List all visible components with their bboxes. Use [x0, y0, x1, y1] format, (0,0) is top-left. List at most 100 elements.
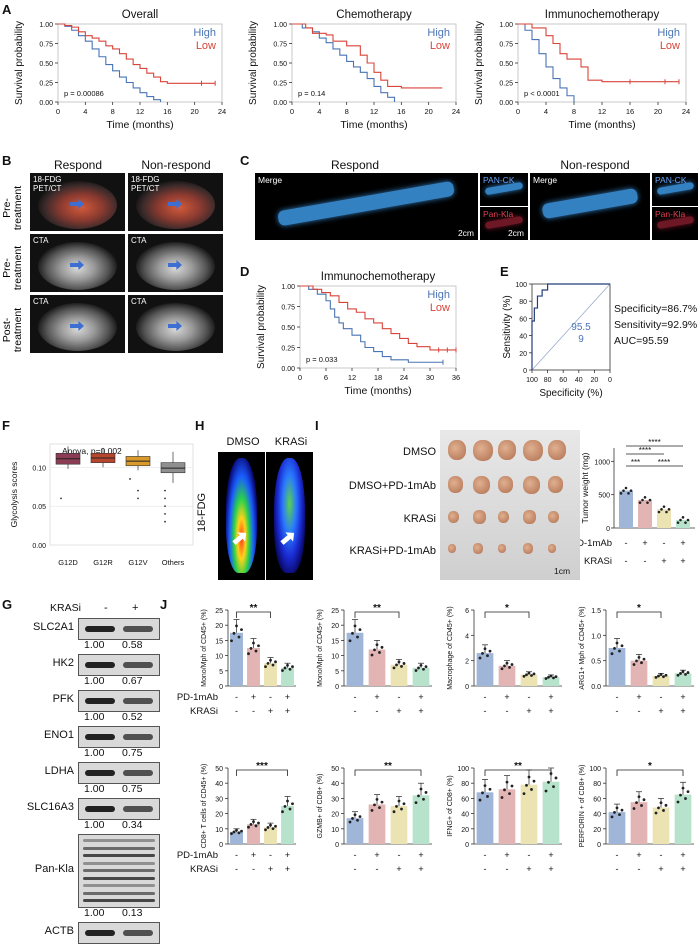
- sign-label: -: [376, 864, 379, 874]
- y-tick-label: 1000: [594, 459, 610, 466]
- x-tick-label: 100: [526, 377, 538, 384]
- x-tick-label: 0: [608, 377, 612, 384]
- krasi-header: KRASi: [50, 602, 81, 614]
- tumor-sample: [473, 439, 493, 461]
- sign-label: -: [660, 850, 663, 860]
- y-tick-label: 60: [519, 316, 527, 323]
- x-tick-label: 12: [598, 107, 606, 116]
- quant-value: 1.00: [84, 747, 105, 759]
- channel-label: PAN-CK: [483, 175, 515, 185]
- significance-label: *: [648, 761, 652, 772]
- krasi-row-label: KRASi: [190, 706, 218, 717]
- y-tick-label: 1.0: [591, 633, 601, 640]
- x-tick-label: 20: [424, 107, 432, 116]
- sign-label: -: [625, 538, 628, 548]
- protein-label: SLC16A3: [26, 801, 74, 813]
- sign-label: -: [235, 850, 238, 860]
- y-tick-label: 0.10: [32, 465, 46, 472]
- y-tick-label: 10: [215, 654, 223, 661]
- x-tick-label: 36: [452, 373, 460, 382]
- y-axis-label: PERFORIN + of CD8+ (%): [579, 765, 586, 848]
- ct-scan-image: CTA: [30, 295, 125, 353]
- panel-label-h: H: [195, 418, 205, 433]
- bar-group-3: [542, 781, 560, 844]
- channel-label: Pan-Kla: [483, 209, 514, 219]
- blot-band: [78, 834, 160, 908]
- sign-label: -: [638, 864, 641, 874]
- tumor-sample: [448, 510, 460, 523]
- panel-b-row-label: Pre-treatment: [2, 180, 24, 230]
- p-value: p = 0.033: [306, 355, 338, 364]
- bar-group-3: [674, 794, 692, 844]
- blot-band: [78, 618, 160, 640]
- sign-label: -: [528, 692, 531, 702]
- row-label-text: treatment: [12, 308, 24, 352]
- tumor-weight-bar: [619, 490, 633, 528]
- sign-label: -: [252, 864, 255, 874]
- category-label: G12D: [58, 558, 78, 567]
- bar-chart-1: 0 5 10 15 20 25 Mono/Mph of CD45+ (%) ** - + - + - - +…: [317, 603, 432, 716]
- row-label-text: Pre-: [2, 258, 13, 278]
- sign-label: -: [354, 706, 357, 716]
- pd1-row-label: PD-1mAb: [580, 538, 612, 549]
- y-tick-label: 0: [219, 842, 223, 849]
- sign-label: -: [269, 692, 272, 702]
- channel-label: Pan-Kla: [655, 209, 686, 219]
- quant-value: 1.00: [84, 711, 105, 723]
- sign-label: -: [235, 706, 238, 716]
- channel-label: PAN-CK: [655, 175, 687, 185]
- sign-label: -: [625, 556, 628, 566]
- x-tick-label: 4: [544, 107, 548, 116]
- curve-low: [518, 23, 679, 83]
- sign-label: +: [636, 850, 641, 860]
- y-tick-label: 6: [465, 608, 469, 615]
- sign-label: +: [418, 706, 423, 716]
- respond-pankla-image: Pan-Kla 2cm: [480, 207, 528, 240]
- panel-label-i: I: [315, 418, 319, 433]
- bar-chart-3: 0.0 0.5 1.0 1.5 ARG1+ Mph of CD45+ (%) * - + - + -…: [579, 603, 694, 716]
- y-tick-label: 0.50: [273, 61, 287, 68]
- y-tick-label: 0.00: [273, 100, 287, 107]
- sign-label: -: [616, 864, 619, 874]
- tumor-weight-bar: [638, 500, 652, 528]
- y-tick-label: 0.00: [281, 366, 295, 373]
- bar-group-1: [630, 660, 648, 686]
- km-title: Chemotherapy: [336, 9, 412, 21]
- y-tick-label: 25: [331, 608, 339, 615]
- bar-group-3: [412, 667, 430, 686]
- y-tick-label: 0: [219, 684, 223, 691]
- pet-condition-label: KRASi: [274, 436, 308, 448]
- significance-label: *: [505, 603, 509, 614]
- tumor-sample: [523, 510, 536, 524]
- bar-group-1: [368, 649, 386, 686]
- y-tick-label: 1.5: [591, 608, 601, 615]
- y-tick-label: 40: [461, 812, 469, 819]
- sign-label: +: [396, 706, 401, 716]
- x-tick-label: 30: [426, 373, 434, 382]
- sign-label: +: [504, 850, 509, 860]
- y-tick-label: 10: [215, 827, 223, 834]
- bar-group-0: [230, 831, 243, 844]
- pet-condition-label: DMSO: [226, 436, 260, 448]
- y-tick-label: 0.75: [39, 42, 53, 49]
- significance-label: **: [384, 761, 392, 772]
- y-tick-label: 40: [519, 334, 527, 341]
- sign-label: -: [660, 692, 663, 702]
- bar-group-2: [652, 675, 670, 686]
- nonrespond-pankla-image: Pan-Kla: [652, 207, 698, 240]
- sign-label: -: [269, 850, 272, 860]
- krasi-row-label: KRASi: [584, 556, 612, 567]
- y-tick-label: 80: [519, 299, 527, 306]
- bar-group-0: [346, 818, 364, 844]
- sign-label: -: [235, 692, 238, 702]
- y-axis-label: ARG1+ Mph of CD45+ (%): [579, 606, 586, 689]
- y-tick-label: 15: [215, 638, 223, 645]
- sign-label: -: [484, 692, 487, 702]
- auc-text: AUC=95.59: [614, 335, 669, 347]
- significance-label: ****: [658, 458, 670, 467]
- legend-low: Low: [430, 40, 450, 52]
- scale-bar-label: 2cm: [507, 228, 524, 238]
- bar-group-2: [520, 674, 538, 686]
- tumor-group-label: KRASi+PD-1mAb: [349, 545, 436, 557]
- sign-label: +: [285, 706, 290, 716]
